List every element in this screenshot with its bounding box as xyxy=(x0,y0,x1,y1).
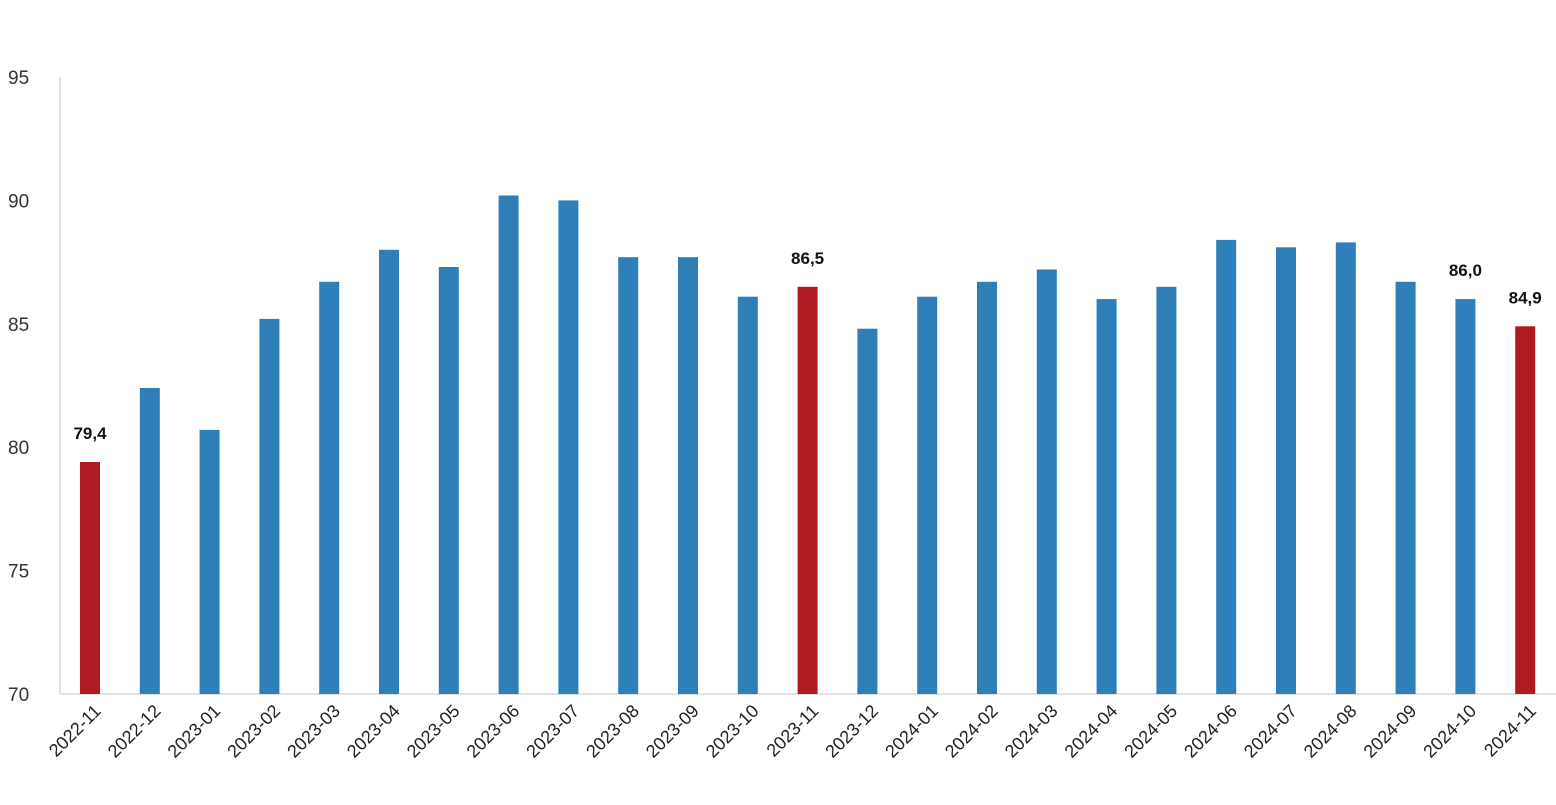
x-tick-label: 2024-04 xyxy=(1061,701,1122,762)
data-label-2024-10: 86,0 xyxy=(1449,261,1482,280)
x-tick-label: 2024-01 xyxy=(881,701,942,762)
data-labels: 79,4 86,5 86,0 84,9 xyxy=(73,249,1541,443)
bar-2023-07 xyxy=(558,200,579,694)
bar-2024-03 xyxy=(1036,269,1057,694)
bar-2024-05 xyxy=(1156,286,1177,694)
x-tick-label: 2023-01 xyxy=(164,701,225,762)
x-tick-label: 2022-11 xyxy=(45,701,105,761)
bar-2023-12 xyxy=(857,328,878,694)
bar-2024-08 xyxy=(1335,242,1356,694)
x-tick-label: 2024-03 xyxy=(1001,701,1062,762)
bar-2023-06 xyxy=(498,195,519,694)
bar-2023-05 xyxy=(438,267,459,694)
bar-2023-03 xyxy=(319,281,340,694)
x-tick-label: 2024-08 xyxy=(1300,701,1361,762)
bar-2023-08 xyxy=(618,257,639,694)
x-tick-label: 2024-07 xyxy=(1240,701,1301,762)
x-tick-label: 2023-10 xyxy=(702,701,763,762)
x-tick-label: 2023-02 xyxy=(223,701,284,762)
bar-2023-01 xyxy=(199,429,220,694)
data-label-2022-11: 79,4 xyxy=(73,424,107,443)
x-tick-label: 2024-09 xyxy=(1360,701,1421,762)
bar-2023-10 xyxy=(737,296,758,694)
y-tick-label: 95 xyxy=(8,68,29,89)
bar-2023-11 xyxy=(797,286,818,694)
x-tick-label: 2023-04 xyxy=(343,701,404,762)
bars xyxy=(80,195,1536,695)
x-tick-label: 2024-02 xyxy=(941,701,1002,762)
x-tick-label: 2023-08 xyxy=(582,701,643,762)
bar-2024-10 xyxy=(1455,299,1476,694)
y-tick-label: 75 xyxy=(8,562,29,583)
y-tick-label: 80 xyxy=(8,438,29,459)
bar-2022-12 xyxy=(139,388,160,694)
y-tick-label: 70 xyxy=(8,685,29,706)
x-tick-label: 2024-11 xyxy=(1480,701,1540,761)
y-tick-label: 85 xyxy=(8,315,29,336)
x-tick-label: 2023-12 xyxy=(821,701,882,762)
bar-2024-06 xyxy=(1216,239,1237,694)
x-tick-label: 2024-10 xyxy=(1419,701,1480,762)
x-tick-label: 2023-05 xyxy=(403,701,464,762)
x-tick-label: 2024-05 xyxy=(1120,701,1181,762)
data-label-2024-11: 84,9 xyxy=(1509,288,1542,307)
x-tick-label: 2022-12 xyxy=(104,701,165,762)
bar-2024-09 xyxy=(1395,281,1416,694)
bar-2023-02 xyxy=(259,318,280,694)
x-tick-label: 2023-11 xyxy=(763,701,823,761)
x-tick-label: 2023-06 xyxy=(463,701,524,762)
x-tick-label: 2024-06 xyxy=(1180,701,1241,762)
bar-2023-04 xyxy=(379,249,399,695)
data-label-2023-11: 86,5 xyxy=(791,249,824,268)
bar-2022-11 xyxy=(80,462,100,694)
x-tick-label: 2023-07 xyxy=(522,701,583,762)
bar-2024-01 xyxy=(917,296,938,694)
tick-labels: 70 75 80 85 90 95 2022-112022-122023-012023-02… xyxy=(8,68,1540,762)
x-tick-label: 2023-09 xyxy=(642,701,703,762)
bar-2024-07 xyxy=(1276,247,1296,695)
bar-2023-09 xyxy=(678,257,698,694)
bar-2024-04 xyxy=(1096,299,1117,694)
bar-2024-11 xyxy=(1515,326,1536,694)
bar-2024-02 xyxy=(977,281,997,694)
x-tick-label: 2023-03 xyxy=(283,701,344,762)
y-tick-label: 90 xyxy=(8,191,29,212)
